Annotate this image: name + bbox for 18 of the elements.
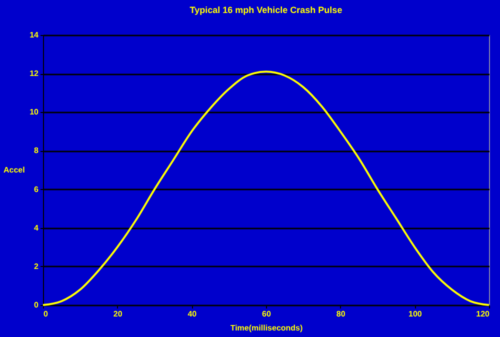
y-tick-label: 2 bbox=[34, 262, 40, 271]
y-tick-label: 8 bbox=[34, 146, 40, 156]
y-tick-label: 0 bbox=[34, 300, 40, 310]
x-tick-label: 100 bbox=[408, 310, 422, 318]
x-tick-label: 20 bbox=[113, 310, 123, 318]
x-tick-label: 80 bbox=[336, 310, 346, 318]
chart-title: Typical 16 mph Vehicle Crash Pulse bbox=[190, 5, 342, 15]
x-tick-label: 120 bbox=[476, 310, 490, 318]
x-tick-label: 40 bbox=[188, 310, 198, 318]
x-tick-label: 60 bbox=[262, 310, 272, 318]
y-tick-label: 6 bbox=[34, 184, 40, 194]
y-tick-label: 10 bbox=[30, 108, 40, 117]
x-tick-label: 0 bbox=[44, 310, 48, 318]
y-tick-label: 4 bbox=[34, 223, 40, 232]
x-axis-title: Time(milliseconds) bbox=[230, 324, 303, 332]
y-axis-title: Accel bbox=[4, 166, 25, 174]
y-tick-label: 12 bbox=[30, 69, 40, 78]
y-tick-label: 14 bbox=[30, 30, 40, 40]
